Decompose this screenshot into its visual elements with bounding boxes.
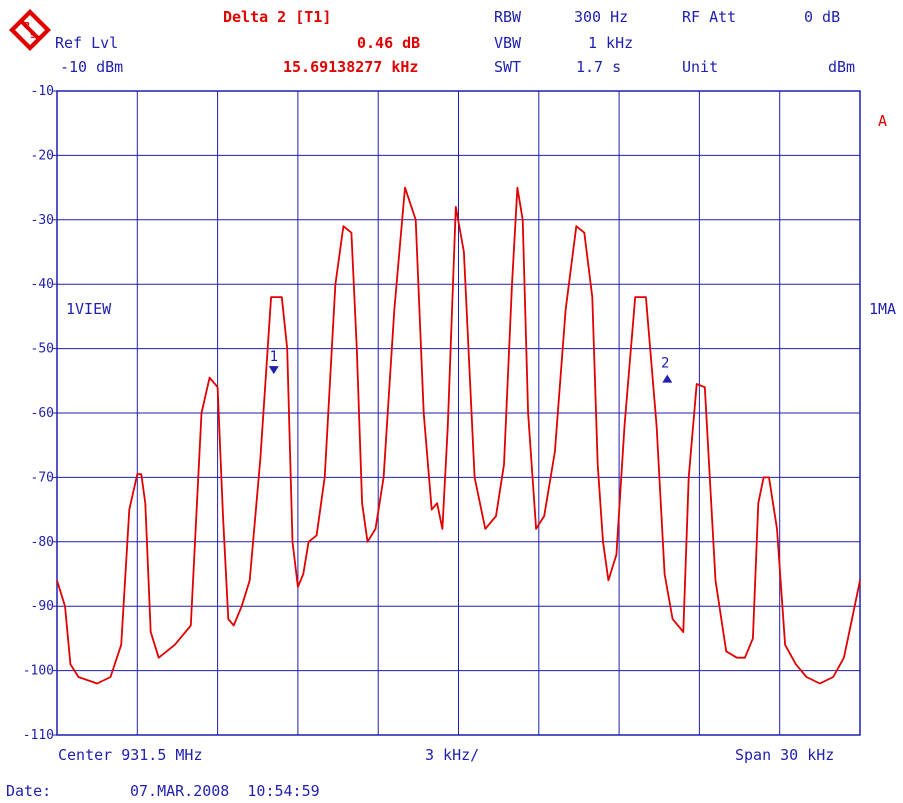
plot-frame [56, 90, 861, 736]
svg-text:S: S [30, 31, 36, 40]
y-tick-label: -60 [31, 406, 54, 421]
rohde-schwarz-logo: R S [9, 9, 51, 51]
unit-label: Unit [682, 58, 719, 76]
span-value: Span 30 kHz [735, 746, 835, 764]
marker-1-symbol [268, 366, 279, 375]
swt-value: 1.7 s [576, 58, 622, 76]
vbw-value: 1 kHz [588, 34, 634, 52]
marker-1-label: 1 [270, 349, 278, 365]
view-label: 1VIEW [66, 300, 112, 318]
y-tick-label: -80 [31, 535, 54, 550]
y-tick-label: -90 [31, 599, 54, 614]
vbw-label: VBW [494, 34, 522, 52]
marker-frequency: 15.69138277 kHz [283, 58, 419, 76]
division-width: 3 kHz/ [425, 746, 480, 764]
ref-level-label: Ref Lvl [55, 34, 119, 52]
y-tick-label: -10 [31, 84, 54, 99]
center-frequency: Center 931.5 MHz [58, 746, 203, 764]
date-label: Date: [6, 782, 52, 800]
marker-level: 0.46 dB [357, 34, 421, 52]
spectrum-trace [56, 186, 861, 685]
y-tick-label: -20 [31, 148, 54, 163]
marker-2-symbol [662, 374, 673, 383]
y-tick-label: -30 [31, 213, 54, 228]
svg-text:R: R [24, 21, 30, 30]
y-tick-label: -50 [31, 342, 54, 357]
rbw-label: RBW [494, 8, 522, 26]
y-tick-label: -100 [23, 664, 54, 679]
marker-2-label: 2 [661, 356, 669, 372]
unit-value: dBm [828, 58, 856, 76]
rbw-value: 300 Hz [574, 8, 629, 26]
marker-title: Delta 2 [T1] [223, 8, 332, 26]
y-tick-label: -70 [31, 470, 54, 485]
ma-label: 1MA [869, 300, 897, 318]
swt-label: SWT [494, 58, 522, 76]
y-tick-label: -40 [31, 277, 54, 292]
rf-att-label: RF Att [682, 8, 737, 26]
trace-a-label: A [878, 112, 888, 130]
y-tick-label: -110 [23, 728, 54, 743]
date-value: 07.MAR.2008 10:54:59 [130, 782, 320, 800]
ref-level-value: -10 dBm [60, 58, 124, 76]
rf-att-value: 0 dB [804, 8, 841, 26]
